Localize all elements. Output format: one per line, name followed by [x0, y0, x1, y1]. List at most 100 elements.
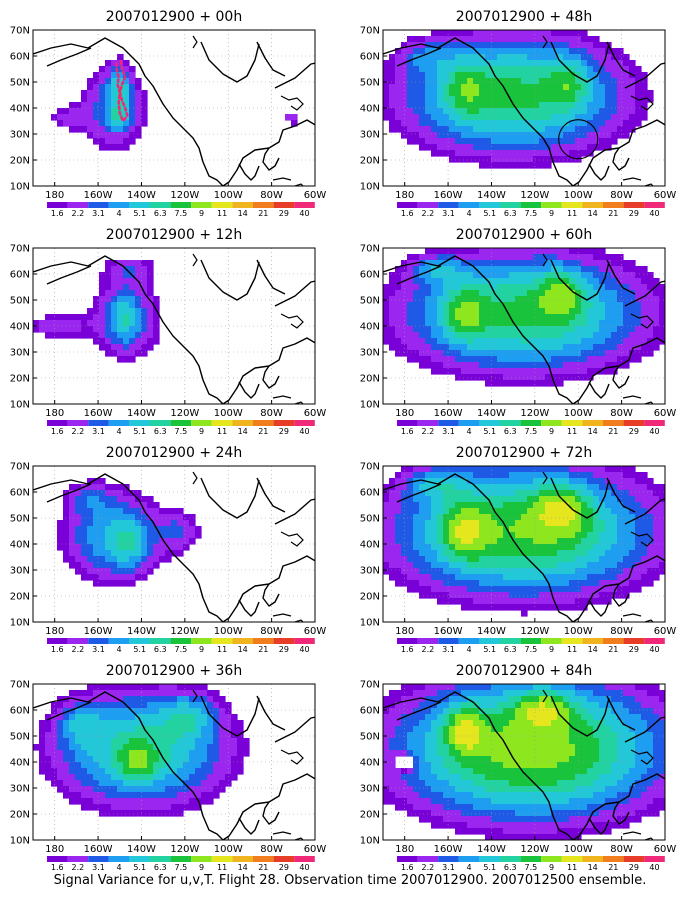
colorbar-label: 6.3	[154, 427, 167, 436]
field-cell	[461, 144, 468, 151]
field-cell	[509, 144, 516, 151]
field-cell	[569, 538, 576, 545]
field-cell	[153, 332, 160, 339]
field-cell	[177, 544, 184, 551]
field-cell	[503, 356, 510, 363]
field-cell	[63, 744, 70, 751]
field-cell	[605, 78, 612, 85]
field-cell	[563, 114, 570, 121]
field-cell	[419, 36, 426, 43]
field-cell	[81, 544, 88, 551]
field-cell	[611, 344, 618, 351]
field-cell	[599, 690, 606, 697]
field-cell	[521, 520, 528, 527]
field-cell	[141, 702, 148, 709]
field-cell	[437, 290, 444, 297]
field-cell	[431, 248, 438, 255]
field-cell	[431, 696, 438, 703]
field-cell	[63, 532, 70, 539]
field-cell	[617, 478, 624, 485]
field-cell	[527, 332, 534, 339]
field-cell	[455, 684, 462, 691]
field-cell	[395, 272, 402, 279]
field-cell	[491, 344, 498, 351]
field-cell	[389, 714, 396, 721]
field-cell	[455, 508, 462, 515]
field-cell	[503, 538, 510, 545]
field-cell	[401, 472, 408, 479]
field-cell	[521, 726, 528, 733]
field-cell	[575, 702, 582, 709]
field-cell	[473, 278, 480, 285]
field-cell	[545, 162, 552, 169]
field-cell	[117, 714, 124, 721]
field-cell	[401, 66, 408, 73]
field-cell	[569, 520, 576, 527]
field-cell	[605, 72, 612, 79]
field-cell	[141, 102, 148, 109]
field-cell	[623, 514, 630, 521]
field-cell	[515, 96, 522, 103]
field-cell	[461, 356, 468, 363]
field-cell	[599, 278, 606, 285]
field-cell	[93, 72, 100, 79]
field-cell	[557, 684, 564, 691]
field-cell	[503, 248, 510, 255]
field-cell	[509, 514, 516, 521]
field-cell	[437, 90, 444, 97]
field-cell	[105, 756, 112, 763]
field-cell	[419, 42, 426, 49]
field-cell	[659, 290, 665, 297]
field-cell	[629, 720, 636, 727]
field-cell	[401, 490, 408, 497]
field-cell	[533, 556, 540, 563]
field-cell	[557, 254, 564, 261]
field-cell	[563, 350, 570, 357]
field-cell	[557, 290, 564, 297]
field-cell	[569, 604, 576, 611]
field-cell	[569, 598, 576, 605]
field-cell	[509, 604, 516, 611]
field-cell	[503, 114, 510, 121]
field-cell	[135, 810, 142, 817]
field-cell	[99, 338, 106, 345]
field-cell	[599, 684, 606, 691]
field-cell	[443, 284, 450, 291]
field-cell	[653, 296, 660, 303]
colorbar-label: 6.3	[504, 209, 517, 218]
lat-label: 50N	[360, 514, 380, 525]
field-cell	[623, 272, 630, 279]
field-cell	[473, 284, 480, 291]
lat-label: 60N	[360, 52, 380, 63]
field-cell	[207, 720, 214, 727]
field-cell	[57, 756, 64, 763]
field-cell	[617, 120, 624, 127]
field-cell	[461, 102, 468, 109]
field-cell	[141, 284, 148, 291]
field-cell	[401, 72, 408, 79]
field-cell	[593, 726, 600, 733]
field-cell	[413, 550, 420, 557]
field-cell	[491, 254, 498, 261]
field-cell	[629, 568, 636, 575]
field-cell	[533, 598, 540, 605]
field-cell	[425, 356, 432, 363]
field-cell	[659, 302, 665, 309]
field-cell	[593, 96, 600, 103]
field-cell	[599, 272, 606, 279]
field-cell	[407, 60, 414, 67]
field-cell	[509, 690, 516, 697]
field-cell	[153, 804, 160, 811]
field-cell	[653, 544, 660, 551]
field-cell	[129, 126, 136, 133]
field-cell	[545, 156, 552, 163]
field-cell	[473, 714, 480, 721]
field-cell	[491, 132, 498, 139]
field-cell	[509, 150, 516, 157]
lon-label: 160W	[434, 190, 463, 201]
field-cell	[111, 798, 118, 805]
field-cell	[461, 254, 468, 261]
field-cell	[587, 550, 594, 557]
field-cell	[485, 96, 492, 103]
field-cell	[605, 720, 612, 727]
